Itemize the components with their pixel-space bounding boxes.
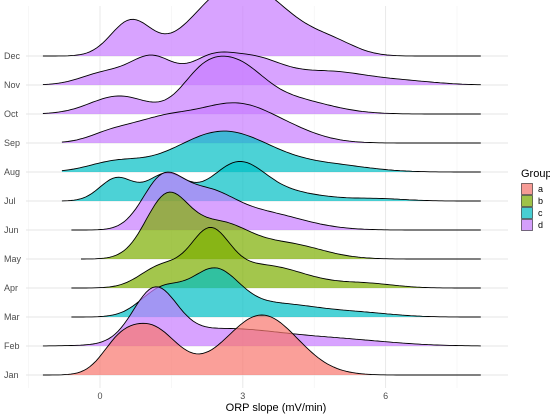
- ridge-area: [81, 192, 481, 259]
- ridge-oct: [42, 55, 481, 115]
- ridge-area: [42, 315, 481, 375]
- ridge-area: [71, 227, 481, 288]
- ridge-outline: [81, 191, 481, 260]
- y-tick-label: Aug: [4, 167, 20, 177]
- ridge-apr: [71, 226, 481, 289]
- ridge-outline: [71, 171, 481, 231]
- ridge-outline: [42, 55, 481, 115]
- ridge-outline: [61, 161, 481, 202]
- ridge-outline: [61, 102, 481, 144]
- ridge-area: [42, 52, 481, 85]
- legend-swatch-b: [521, 195, 533, 207]
- x-axis-tick-labels: 0 3 6: [97, 391, 388, 401]
- legend-label: d: [538, 220, 543, 230]
- y-tick-label: Oct: [4, 109, 19, 119]
- legend-swatch-a: [521, 183, 533, 195]
- y-tick-label: Apr: [4, 283, 18, 293]
- legend-swatch-c: [521, 207, 533, 219]
- ridge-outline: [71, 226, 481, 289]
- ridge-dec: [42, 0, 481, 57]
- y-axis-tick-labels: Jan Feb Mar Apr May Jun Jul Aug Sep Oct Nov Dec: [4, 51, 22, 380]
- ridges: [42, 0, 481, 376]
- ridge-area: [61, 131, 481, 172]
- legend-label: b: [538, 196, 543, 206]
- legend-swatch-d: [521, 219, 533, 231]
- y-tick-label: May: [4, 254, 22, 264]
- ridge-area: [42, 56, 481, 114]
- ridge-area: [42, 0, 481, 56]
- x-tick-label: 0: [97, 391, 102, 401]
- ridge-may: [81, 191, 481, 260]
- ridge-nov: [42, 51, 481, 86]
- y-tick-label: Mar: [4, 312, 20, 322]
- legend-label: c: [538, 208, 543, 218]
- x-axis-title: ORP slope (mV/min): [226, 402, 327, 414]
- legend-label: a: [538, 184, 543, 194]
- ridge-outline: [61, 130, 481, 173]
- ridge-sep: [61, 102, 481, 144]
- y-tick-label: Jul: [4, 196, 16, 206]
- ridge-outline: [42, 51, 481, 86]
- legend-title: Group: [521, 168, 550, 180]
- ridge-jan: [42, 314, 481, 376]
- y-tick-label: Dec: [4, 51, 21, 61]
- ridge-outline: [42, 0, 481, 57]
- ridge-area: [61, 102, 481, 143]
- ridge-aug: [61, 130, 481, 173]
- y-tick-label: Nov: [4, 80, 21, 90]
- y-tick-label: Jun: [4, 225, 19, 235]
- x-tick-label: 6: [383, 391, 388, 401]
- ridge-outline: [42, 314, 481, 376]
- y-tick-label: Jan: [4, 370, 19, 380]
- x-tick-label: 3: [240, 391, 245, 401]
- y-tick-label: Sep: [4, 138, 20, 148]
- y-tick-label: Feb: [4, 341, 20, 351]
